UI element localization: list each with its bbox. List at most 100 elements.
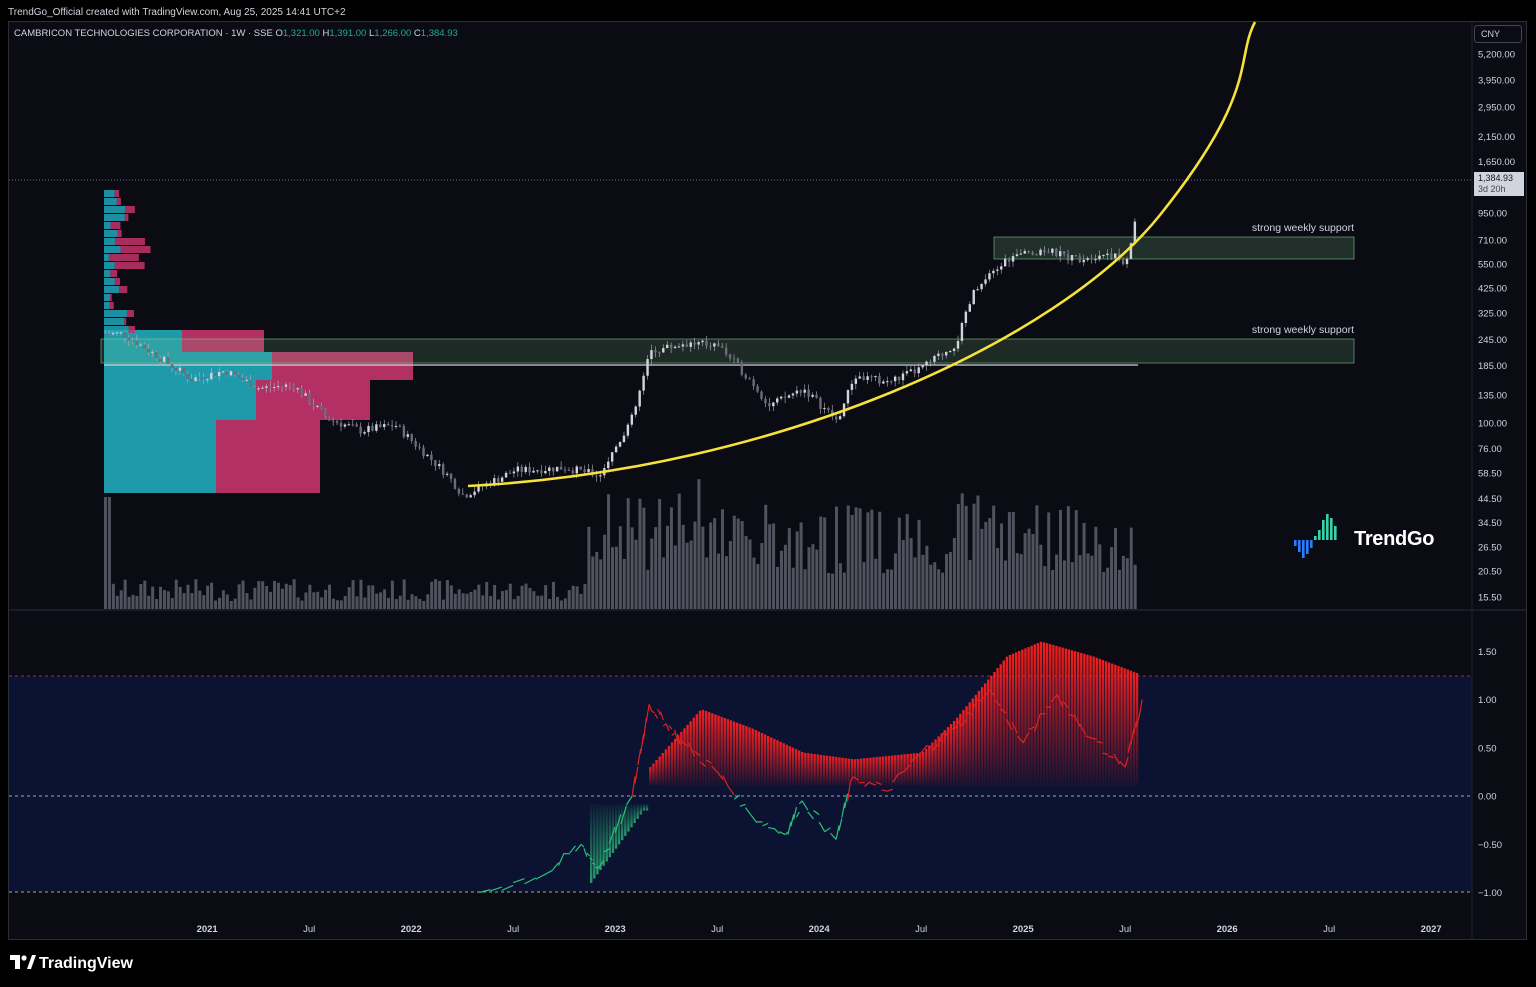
parabolic-curve[interactable] [467, 21, 1257, 488]
histogram-bar-red [921, 751, 925, 786]
histogram-bar-red [999, 664, 1002, 786]
candle-body [261, 387, 264, 389]
volume-bar [933, 562, 937, 609]
histogram-bar-red [974, 694, 978, 786]
close-value: 1,384.93 [420, 28, 458, 39]
support-zone-upper[interactable] [993, 236, 1355, 260]
volume-bar [941, 572, 945, 609]
volume-bar [477, 584, 481, 609]
time-axis[interactable]: 2021 Jul 2022 Jul 2023 Jul 2024 Jul 2025 Jul 2026 J… [197, 924, 1442, 935]
candle-body [107, 333, 111, 335]
histogram-bar-red [708, 712, 711, 786]
histogram-bar-red [1033, 644, 1036, 786]
candle-body [508, 472, 512, 474]
oscillator-segment [1113, 753, 1121, 765]
volume-bar [838, 563, 842, 609]
candle-body [186, 373, 189, 380]
volume-bar [516, 595, 520, 609]
volume-bar [300, 600, 304, 609]
low-label: L [368, 28, 375, 39]
oscillator-segment [595, 866, 599, 869]
volume-bar [237, 584, 241, 609]
price-axis[interactable]: 5,200.00 3,950.00 2,950.00 2,150.00 1,650.00… [1478, 50, 1515, 604]
histogram-bar-red [1008, 654, 1012, 786]
candle-body [1074, 254, 1078, 257]
histogram-bar-green [624, 804, 627, 836]
histogram-bar-red [1117, 665, 1120, 786]
support-zone-lower[interactable] [100, 338, 1355, 364]
histogram-bar-red [739, 723, 742, 786]
volume-bar [654, 527, 658, 609]
histogram-bar-red [1011, 653, 1015, 786]
histogram-bar-red [990, 675, 993, 786]
volume-bar [1015, 553, 1019, 609]
candle-body [948, 351, 952, 353]
histogram-bar-red [720, 716, 723, 786]
candle-body [123, 332, 127, 338]
profile-row-down [256, 380, 370, 420]
histogram-bar-red [1089, 655, 1092, 786]
profile-row-down [114, 238, 145, 245]
volume-bar [724, 556, 728, 609]
candle-body [952, 348, 956, 352]
candle-body [233, 371, 237, 375]
currency-button[interactable]: CNY [1474, 25, 1522, 43]
candle-body [595, 475, 598, 477]
candle-body [599, 475, 602, 477]
volume-bar [280, 588, 284, 609]
volume-bar [375, 593, 379, 609]
candle-body [803, 389, 806, 393]
volume-bar [414, 596, 418, 609]
volume-bar [693, 521, 697, 609]
candle-body [253, 387, 256, 389]
oscillator-segment [668, 725, 673, 730]
histogram-bar-red [763, 734, 767, 786]
candle-body [587, 469, 590, 473]
histogram-bar-red [1058, 646, 1061, 786]
volume-bar [324, 589, 328, 609]
volume-bar [740, 521, 744, 609]
oscillator-segment [589, 857, 593, 861]
volume-bar [783, 544, 787, 609]
histogram-bar-red [770, 737, 773, 786]
candle-body [1070, 254, 1074, 261]
price-tick-label: 550.00 [1478, 259, 1507, 270]
oscillator-segment [1011, 721, 1019, 734]
volume-bar [155, 599, 159, 609]
histogram-bar-red [655, 760, 658, 786]
oscillator-segment [977, 698, 984, 703]
candle-body [371, 426, 374, 431]
candle-body [555, 466, 559, 472]
volume-bar [386, 597, 390, 609]
candle-body [858, 376, 861, 379]
histogram-bar-red [1052, 645, 1055, 786]
histogram-bar-green [639, 804, 642, 815]
candle-body [897, 376, 901, 381]
indicator-axis[interactable]: 1.50 1.00 0.50 0.00 −0.50 −1.00 [1478, 647, 1502, 899]
histogram-bar-red [1095, 657, 1098, 786]
histogram-bar-red [866, 758, 869, 786]
volume-bar [1003, 560, 1007, 609]
histogram-bar-red [1080, 652, 1083, 786]
histogram-bar-red [856, 758, 860, 786]
profile-row-down [116, 198, 121, 205]
candle-body [214, 372, 217, 377]
volume-bar [485, 581, 489, 609]
candle-body [732, 358, 736, 360]
volume-bar [1066, 506, 1070, 609]
oscillator-segment [937, 731, 945, 745]
tradingview-logo[interactable]: TradingView [10, 954, 133, 973]
volume-bar [422, 600, 426, 609]
volume-bar [603, 534, 607, 609]
histogram-bar-red [909, 753, 912, 786]
oscillator-segment [864, 781, 871, 787]
candle-body [681, 344, 685, 347]
candle-body [917, 367, 920, 374]
candle-body [638, 390, 641, 407]
symbol-legend[interactable]: CAMBRICON TECHNOLOGIES CORPORATION · 1W … [14, 28, 458, 39]
oscillator-segment [898, 770, 905, 775]
histogram-bar-green [627, 804, 630, 832]
histogram-bar-red [934, 739, 937, 786]
candle-body [292, 385, 296, 390]
